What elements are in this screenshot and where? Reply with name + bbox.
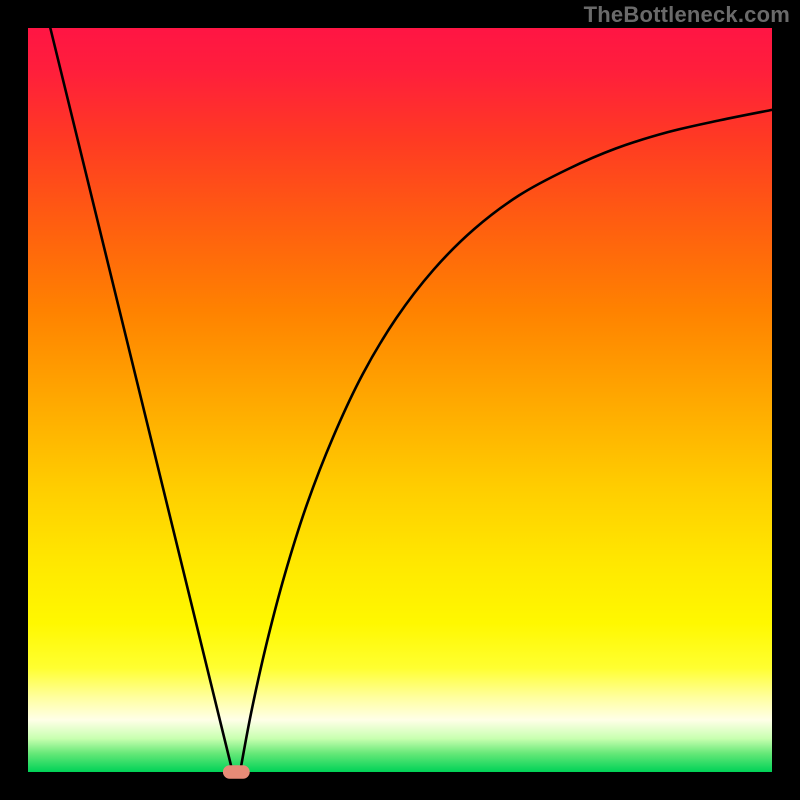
watermark-label: TheBottleneck.com [584,2,790,28]
chart-container: TheBottleneck.com [0,0,800,800]
plot-background [28,28,772,772]
optimal-marker [223,765,250,778]
bottleneck-chart [0,0,800,800]
